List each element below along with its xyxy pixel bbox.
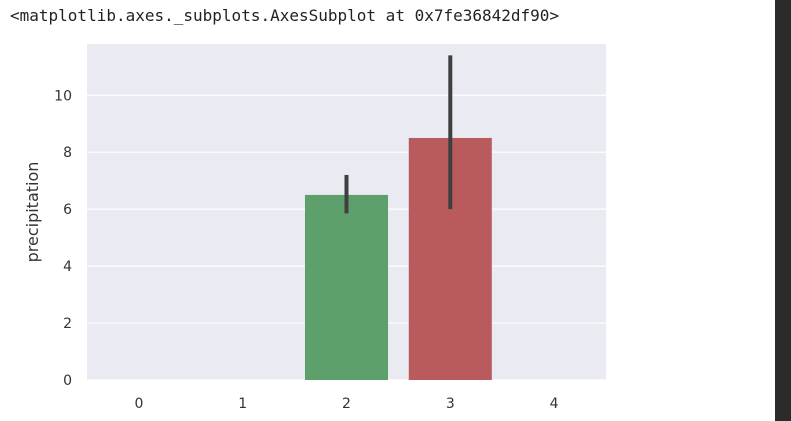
x-tick-label: 2 (342, 396, 351, 412)
bar-chart: 0 2 4 6 8 10 0 1 2 3 4 precipitation (23, 44, 606, 412)
x-tick-label: 0 (134, 396, 143, 412)
y-tick-label: 0 (63, 373, 72, 389)
y-tick-labels: 0 2 4 6 8 10 (54, 88, 72, 389)
x-tick-labels: 0 1 2 3 4 (134, 396, 558, 412)
x-tick-label: 1 (238, 396, 247, 412)
notebook-scroll-edge (775, 0, 791, 421)
y-tick-label: 8 (63, 145, 72, 161)
cell-output-text: <matplotlib.axes._subplots.AxesSubplot a… (10, 6, 560, 25)
y-tick-label: 4 (63, 259, 72, 275)
y-tick-label: 10 (54, 88, 72, 104)
error-bars (344, 55, 453, 214)
y-axis-label: precipitation (23, 162, 42, 263)
x-tick-label: 3 (446, 396, 455, 412)
bar-2 (304, 194, 389, 380)
y-tick-label: 2 (63, 316, 72, 332)
x-tick-label: 4 (550, 396, 559, 412)
y-tick-label: 6 (63, 202, 72, 218)
